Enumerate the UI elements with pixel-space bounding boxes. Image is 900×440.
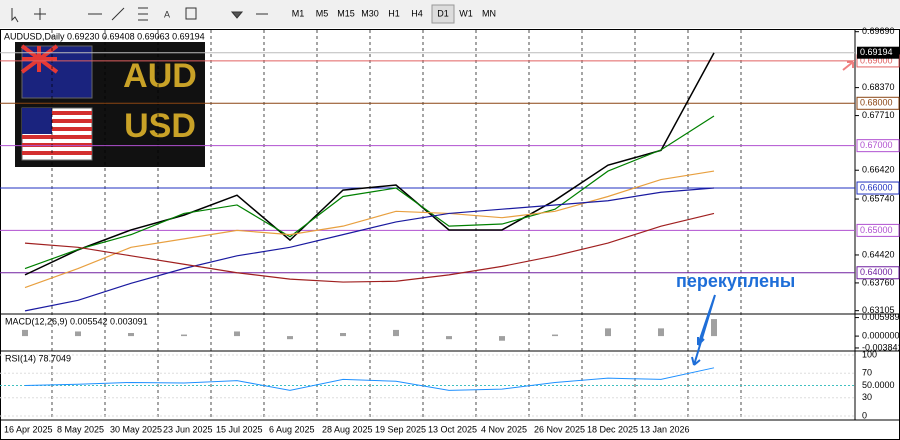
- macd-bar: [499, 336, 505, 341]
- label-tool[interactable]: [185, 7, 197, 20]
- svg-text:USD: USD: [124, 107, 196, 145]
- x-tick-label: 26 Nov 2025: [534, 424, 585, 434]
- macd-bar: [287, 336, 293, 340]
- macd-title: MACD(12,26,9) 0.005542 0.003091: [5, 316, 148, 326]
- fibo-tool[interactable]: [138, 7, 148, 21]
- timeframe-button[interactable]: MN: [482, 8, 496, 18]
- y-tick-label: 0.67710: [862, 110, 895, 120]
- price-arrow: [842, 61, 854, 71]
- arrow-tool[interactable]: [230, 11, 244, 19]
- price-line: [24, 52, 715, 276]
- x-tick-label: 4 Nov 2025: [481, 424, 527, 434]
- y-tick-label: 0.66420: [862, 165, 895, 175]
- y-tick-label: 0.69690: [862, 26, 895, 36]
- last-price-label: 0.69194: [860, 47, 893, 57]
- timeframe-button[interactable]: M15: [337, 8, 355, 18]
- y-tick-label: 50.0000: [862, 380, 895, 390]
- level-label: 0.69000: [860, 55, 893, 65]
- timeframe-button[interactable]: W1: [459, 8, 473, 18]
- level-box: [856, 181, 900, 195]
- x-tick-label: 19 Sep 2025: [375, 424, 426, 434]
- x-tick-label: 13 Jan 2026: [640, 424, 690, 434]
- y-tick-label: 30: [862, 392, 872, 402]
- macd-bar: [22, 329, 28, 337]
- y-tick-label: 0.64420: [862, 249, 895, 259]
- macd-bar: [711, 319, 717, 337]
- macd-bar: [340, 333, 346, 337]
- level-box: [856, 139, 900, 153]
- level-box: [856, 223, 900, 237]
- timeframe-button[interactable]: M1: [292, 8, 305, 18]
- level-label: 0.64000: [860, 267, 893, 277]
- timeframe-button[interactable]: M30: [361, 8, 379, 18]
- y-tick-label: -0.003841: [862, 342, 900, 352]
- y-tick-label: 0.63760: [862, 277, 895, 287]
- y-tick-label: 0.65740: [862, 193, 895, 203]
- y-tick-label: 70: [862, 368, 872, 378]
- x-tick-label: 6 Aug 2025: [269, 424, 315, 434]
- macd-bar: [181, 334, 187, 337]
- y-tick-label: 0: [862, 410, 867, 420]
- text-tool[interactable]: A: [164, 9, 170, 19]
- level-label: 0.66000: [860, 182, 893, 192]
- macd-bar: [552, 334, 558, 337]
- macd-bar: [658, 328, 664, 337]
- x-tick-label: 30 May 2025: [110, 424, 162, 434]
- y-tick-label: 0.63105: [862, 305, 895, 315]
- crosshair-tool[interactable]: [34, 8, 46, 20]
- active-timeframe: [431, 4, 455, 24]
- timeframe-button[interactable]: H1: [388, 8, 400, 18]
- currency-image: AUD USD: [15, 42, 205, 167]
- x-tick-label: 8 May 2025: [57, 424, 104, 434]
- rsi-line: [24, 367, 715, 391]
- macd-bar: [234, 331, 240, 337]
- macd-bar: [446, 336, 452, 340]
- x-tick-label: 13 Oct 2025: [428, 424, 477, 434]
- level-box: [856, 266, 900, 280]
- level-box: [856, 96, 900, 110]
- annotation-arrows: [691, 294, 716, 366]
- macd-bar: [75, 331, 81, 337]
- y-tick-label: 0.68370: [862, 82, 895, 92]
- price-line: [24, 170, 715, 289]
- last-price-box: [857, 46, 899, 59]
- macd-bar: [393, 329, 399, 337]
- tool-icons: A: [11, 7, 268, 23]
- price-line: [24, 212, 715, 283]
- x-tick-label: 23 Jun 2025: [163, 424, 213, 434]
- annotation: перекуплены: [676, 271, 795, 291]
- rsi-title: RSI(14) 78.7049: [5, 353, 71, 363]
- price-line: [24, 115, 715, 270]
- y-tick-label: 0.000000: [862, 330, 900, 340]
- macd-bar: [128, 333, 134, 337]
- y-tick-label: 0.005989: [862, 312, 900, 322]
- timeframe-button[interactable]: H4: [411, 8, 423, 18]
- level-label: 0.67000: [860, 140, 893, 150]
- y-tick-label: 100: [862, 349, 877, 359]
- level-label: 0.68000: [860, 98, 893, 108]
- macd-bar: [605, 328, 611, 337]
- level-label: 0.65000: [860, 225, 893, 235]
- x-tick-label: 15 Jul 2025: [216, 424, 263, 434]
- trendline-tool[interactable]: [111, 7, 125, 21]
- cursor-tool[interactable]: [11, 8, 19, 23]
- timeframe-button[interactable]: D1: [437, 8, 449, 18]
- svg-text:AUD: AUD: [123, 57, 197, 95]
- x-tick-label: 16 Apr 2025: [4, 424, 53, 434]
- price-line: [24, 187, 715, 312]
- timeframe-button[interactable]: M5: [316, 8, 329, 18]
- chart-title: AUDUSD,Daily 0.69230 0.69408 0.69063 0.6…: [4, 31, 205, 41]
- x-tick-label: 18 Dec 2025: [587, 424, 638, 434]
- x-tick-label: 28 Aug 2025: [322, 424, 373, 434]
